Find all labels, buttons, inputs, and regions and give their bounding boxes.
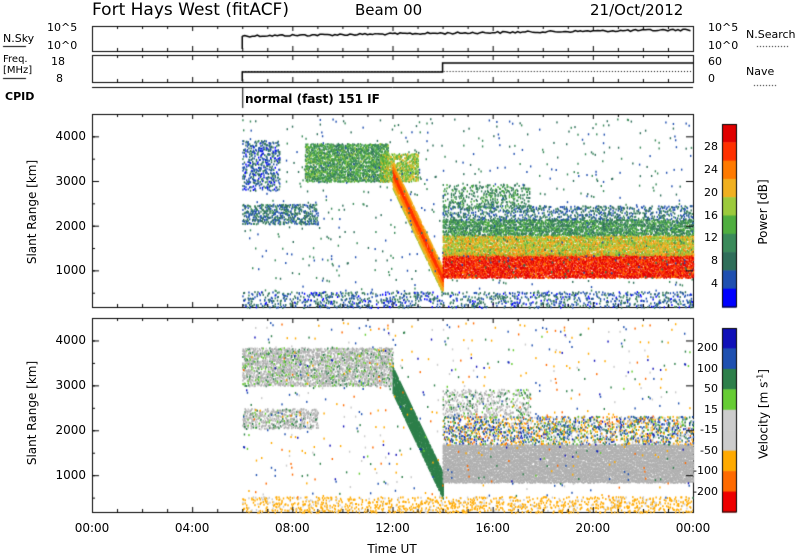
x-tick-3: 12:00	[375, 521, 410, 535]
power-ytick-3000: 3000	[55, 174, 86, 188]
nave-tick-bottom: 0	[708, 72, 715, 85]
velocity-cb-tick-1: 100	[697, 361, 718, 375]
velocity-cb-tick-6: -100	[693, 464, 718, 478]
velocity-ytick-1000: 1000	[55, 468, 86, 483]
freq-tick-bottom: 8	[56, 72, 63, 85]
power-panel-ylabel: Slant Range [km]	[25, 159, 39, 265]
power-cb-tick-5: 8	[711, 254, 718, 268]
nsearch-tick-bottom: 10^0	[708, 39, 739, 52]
power-cb-tick-0: 28	[704, 139, 718, 153]
freq-label: Freq.	[3, 54, 28, 65]
power-cb-tick-6: 4	[711, 277, 718, 291]
x-tick-5: 20:00	[575, 521, 611, 535]
velocity-cb-tick-4: -15	[700, 423, 718, 437]
nsearch-label: N.Search	[746, 28, 796, 41]
power-cb-tick-3: 16	[704, 208, 718, 222]
beam-label: Beam 00	[355, 1, 423, 19]
date-label: 21/Oct/2012	[590, 1, 684, 19]
power-ytick-2000: 2000	[55, 218, 86, 233]
nsky-label: N.Sky	[3, 32, 35, 45]
x-tick-0: 00:00	[74, 521, 110, 535]
freq-unit-label: [MHz]	[3, 65, 33, 76]
cpid-text: normal (fast) 151 IF	[245, 92, 380, 106]
power-cb-tick-1: 24	[704, 162, 718, 176]
power-ytick-1000: 1000	[55, 263, 86, 278]
power-cb-tick-4: 12	[704, 231, 718, 245]
velocity-ytick-4000: 4000	[55, 333, 86, 348]
nsky-tick-bottom: 10^0	[47, 39, 78, 52]
x-tick-2: 08:00	[275, 521, 310, 535]
velocity-colorbar-label: Velocity [m s-1]	[755, 369, 771, 459]
velocity-ytick-3000: 3000	[55, 378, 86, 393]
velocity-cb-tick-2: 50	[704, 382, 718, 396]
freq-tick-top: 18	[51, 55, 65, 68]
x-axis-title: Time UT	[367, 542, 417, 556]
x-tick-6: 00:00	[675, 521, 711, 535]
velocity-cb-tick-0: 200	[697, 341, 718, 355]
velocity-ytick-2000: 2000	[55, 423, 86, 438]
velocity-panel-ylabel: Slant Range [km]	[25, 360, 39, 466]
velocity-cb-tick-3: 15	[704, 402, 718, 416]
x-tick-1: 04:00	[174, 521, 210, 535]
nsearch-tick-top: 10^5	[708, 21, 739, 34]
nsky-tick-top: 10^5	[47, 21, 78, 34]
power-colorbar-label: Power [dB]	[756, 179, 770, 245]
x-tick-4: 16:00	[475, 521, 510, 535]
velocity-cb-tick-7: -200	[693, 484, 718, 498]
power-cb-tick-2: 20	[704, 185, 718, 199]
nave-label: Nave	[746, 65, 775, 78]
chart-title: Fort Hays West (fitACF)	[92, 0, 289, 20]
power-ytick-4000: 4000	[55, 129, 86, 144]
velocity-cb-tick-5: -50	[700, 443, 718, 457]
nave-tick-top: 60	[708, 55, 722, 68]
cpid-label: CPID	[5, 90, 35, 103]
